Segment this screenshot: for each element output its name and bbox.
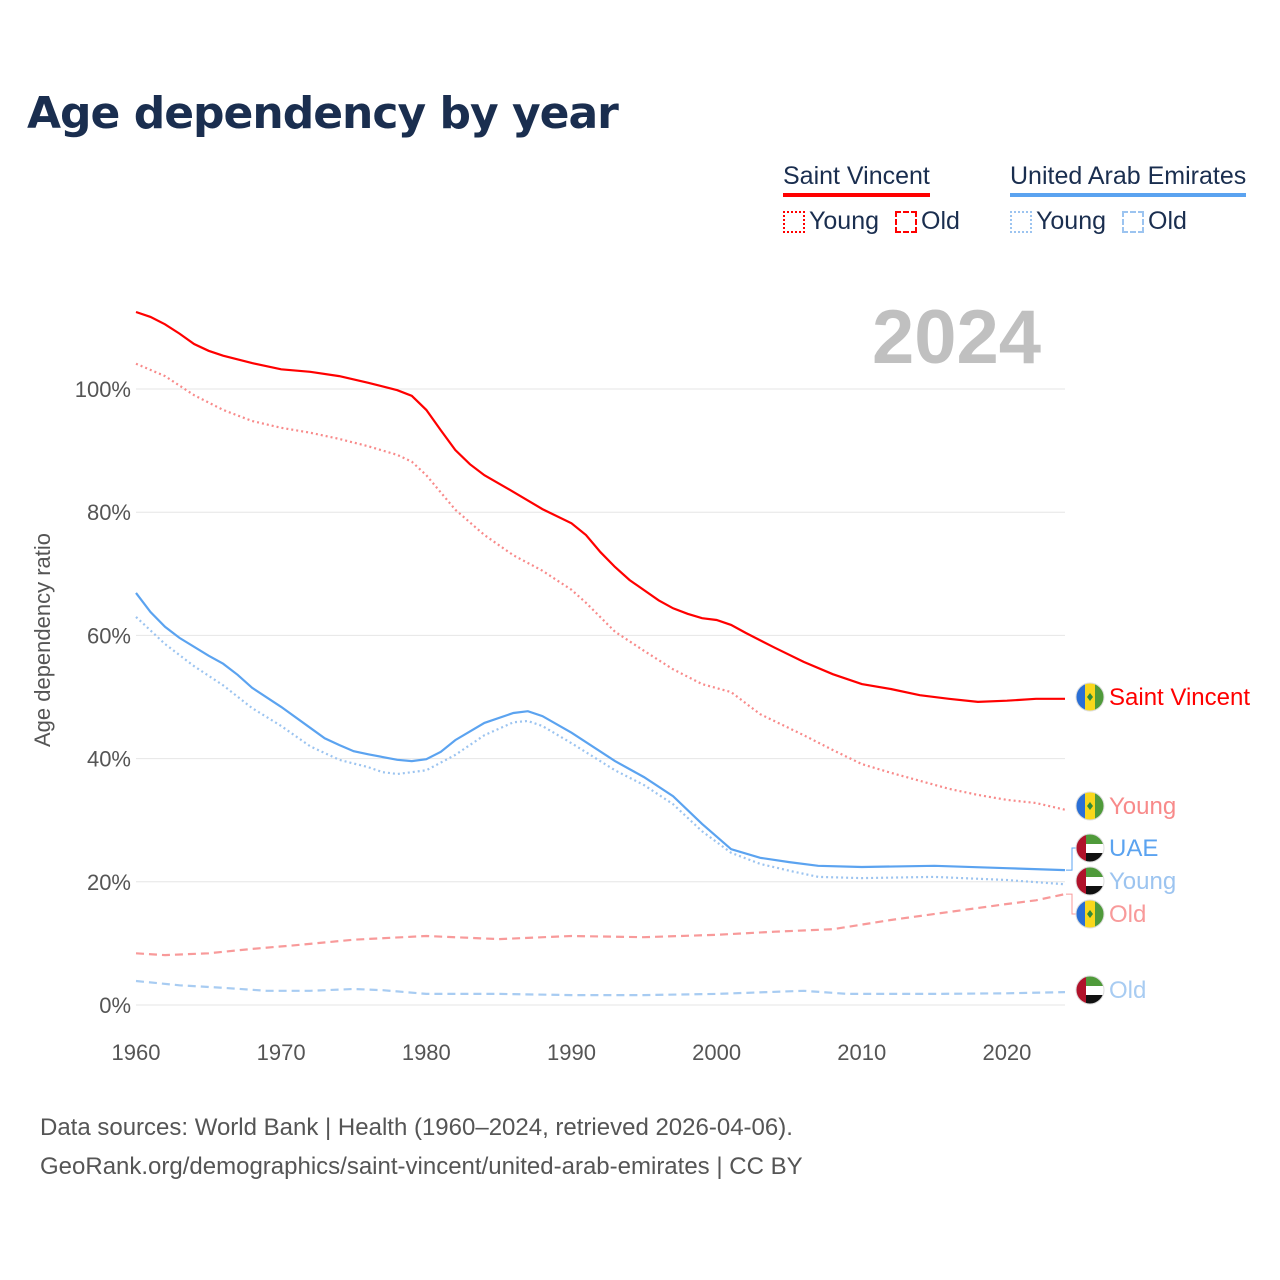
legend-country-name: Saint Vincent [783,162,930,197]
legend-old[interactable]: Old [895,207,960,236]
series-end-label: Old [1109,977,1146,1004]
flag-border [1075,833,1105,863]
legend-young-label: Young [1036,207,1106,235]
flag-stripe [1076,853,1104,862]
y-tick-label: 100% [75,377,131,402]
x-tick-label: 1960 [112,1040,161,1065]
flag-border [1075,682,1105,712]
series-line-saint-vincent [135,310,1065,704]
legend-saint-vincent[interactable]: Saint Vincent Young Old [783,162,960,236]
legend-young[interactable]: Young [783,207,879,236]
flag-body [1076,976,1104,1004]
y-axis-label: Age dependency ratio [30,533,55,747]
saint-vincent-flag-icon [1075,791,1105,821]
flag-stripe [1076,986,1104,995]
flag-stripe [1076,867,1104,877]
flag-border [1075,899,1105,929]
saint-vincent-flag-icon [1075,899,1105,929]
flag-stripe [1095,792,1104,820]
series-end-label: Old [1109,901,1146,928]
label-connector [1066,847,1076,871]
x-tick-label: 1990 [547,1040,596,1065]
flag-stripe [1076,844,1104,853]
flag-border [1075,975,1105,1005]
legend-uae[interactable]: United Arab Emirates Young Old [1010,162,1247,236]
source-line-2[interactable]: GeoRank.org/demographics/saint-vincent/u… [40,1153,803,1180]
chart-title: Age dependency by year [27,88,619,139]
series-end-label: Young [1109,793,1176,820]
flag-stripe [1076,900,1085,928]
legend-young-label: Young [809,207,879,235]
dotted-swatch-icon [783,210,805,233]
x-tick-label: 2020 [982,1040,1031,1065]
flag-stripe [1076,683,1085,711]
x-tick-label: 2000 [692,1040,741,1065]
flag-border [1075,866,1105,896]
flag-border [1075,791,1105,821]
series-line-united-arab-emirates-old [135,979,1066,997]
y-tick-label: 40% [87,747,131,772]
source-line-1: Data sources: World Bank | Health (1960–… [40,1114,793,1141]
flag-body [1076,683,1104,711]
legend-young[interactable]: Young [1010,207,1106,236]
flag-stripe [1076,877,1104,886]
y-tick-label: 80% [87,500,131,525]
flag-diamond [1087,693,1093,701]
flag-body [1076,792,1104,820]
uae-flag-icon [1075,833,1105,863]
uae-flag-icon [1075,975,1105,1005]
flag-diamond [1087,802,1093,810]
flag-stripe [1076,976,1104,986]
flag-stripe [1076,976,1086,1004]
flag-body [1076,867,1104,895]
flag-stripe [1076,834,1104,844]
flag-stripe [1076,886,1104,895]
flag-body [1076,900,1104,928]
saint-vincent-flag-icon [1075,682,1105,712]
flag-stripe [1076,995,1104,1004]
y-tick-label: 0% [99,993,131,1018]
series-end-label: Saint Vincent [1109,684,1250,711]
series-line-saint-vincent-young [135,362,1066,811]
series-end-label: UAE [1109,835,1158,862]
series-line-united-arab-emirates-young [135,616,1066,886]
current-year-display: 2024 [872,295,1042,380]
flag-diamond [1087,910,1093,918]
source-note: Data sources: World Bank | Health (1960–… [40,1108,803,1186]
flag-stripe [1076,792,1085,820]
flag-stripe [1076,834,1086,862]
x-tick-label: 1970 [257,1040,306,1065]
dotted-swatch-icon [1010,210,1032,233]
x-tick-label: 1980 [402,1040,451,1065]
uae-flag-icon [1075,866,1105,896]
dashed-swatch-icon [1122,210,1144,233]
y-tick-label: 20% [87,870,131,895]
flag-stripe [1095,900,1104,928]
legend-country-name: United Arab Emirates [1010,162,1247,197]
series-end-label: Young [1109,868,1176,895]
flag-stripe [1076,867,1086,895]
dashed-swatch-icon [895,210,917,233]
legend-old[interactable]: Old [1122,207,1187,236]
y-tick-label: 60% [87,623,131,648]
series-line-saint-vincent-old [135,893,1066,957]
x-tick-label: 2010 [837,1040,886,1065]
legend-old-label: Old [921,207,960,235]
label-connector [1066,893,1076,915]
legend-old-label: Old [1148,207,1187,235]
series-line-united-arab-emirates [135,592,1066,872]
flag-body [1076,834,1104,862]
flag-stripe [1095,683,1104,711]
